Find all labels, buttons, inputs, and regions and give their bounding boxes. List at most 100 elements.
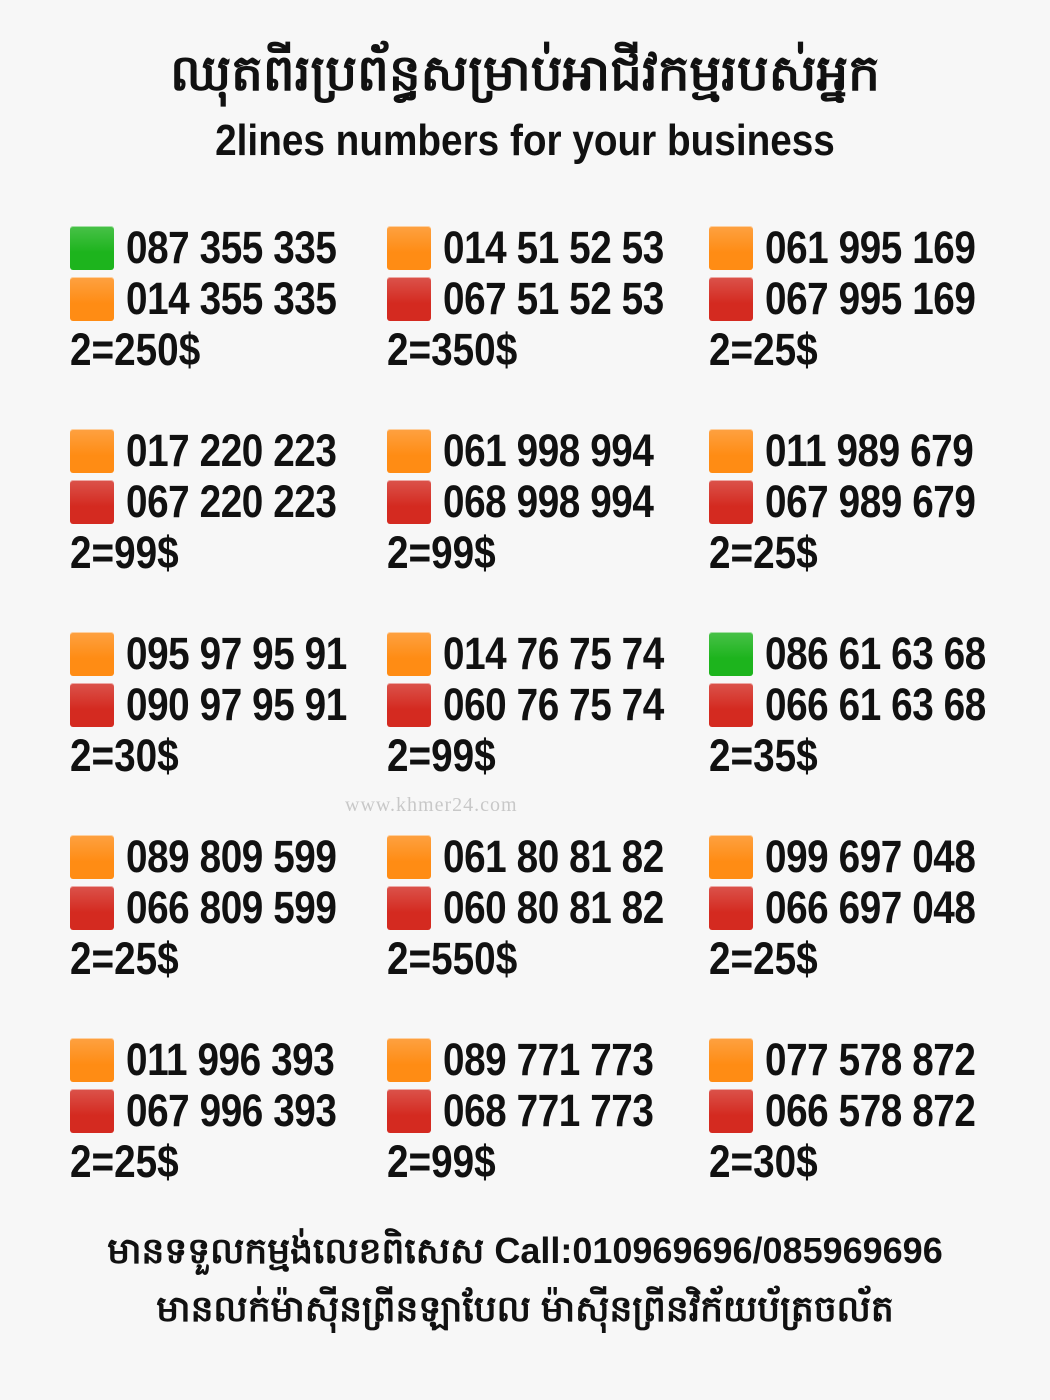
phone-number: 066 809 599 <box>126 882 337 933</box>
package-price: 2=99$ <box>387 527 496 578</box>
phone-number: 061 998 994 <box>443 425 654 476</box>
orange-square-icon <box>387 1037 431 1082</box>
phone-number: 061 80 81 82 <box>443 831 664 882</box>
number-package: 014 76 75 74 060 76 75 74 2=99$ <box>387 628 702 808</box>
phone-number: 014 51 52 53 <box>443 222 664 273</box>
footer-products: មានលក់ម៉ាស៊ីនព្រីនឡាបែល ម៉ាស៊ីនព្រីនវិក័… <box>156 1288 894 1329</box>
phone-line: 014 51 52 53 <box>387 222 702 273</box>
orange-square-icon <box>709 225 753 270</box>
package-price: 2=30$ <box>709 1136 818 1187</box>
number-package: 061 998 994 068 998 994 2=99$ <box>387 425 702 605</box>
orange-square-icon <box>70 428 114 473</box>
red-square-icon <box>387 682 431 727</box>
red-square-icon <box>70 1088 114 1133</box>
phone-line: 089 771 773 <box>387 1034 702 1085</box>
number-package: 014 51 52 53 067 51 52 53 2=350$ <box>387 222 702 402</box>
phone-line: 011 996 393 <box>70 1034 385 1085</box>
number-package: 099 697 048 066 697 048 2=25$ <box>709 831 1024 1011</box>
orange-square-icon <box>70 276 114 321</box>
package-price: 2=99$ <box>387 1136 496 1187</box>
package-price: 2=99$ <box>387 730 496 781</box>
title-english: 2lines numbers for your business <box>215 116 835 165</box>
orange-square-icon <box>387 428 431 473</box>
phone-number: 011 996 393 <box>126 1034 335 1085</box>
phone-line: 068 771 773 <box>387 1085 702 1136</box>
phone-number: 066 61 63 68 <box>765 679 986 730</box>
phone-line: 060 80 81 82 <box>387 882 702 933</box>
red-square-icon <box>387 1088 431 1133</box>
green-square-icon <box>709 631 753 676</box>
red-square-icon <box>70 885 114 930</box>
phone-line: 099 697 048 <box>709 831 1024 882</box>
phone-number: 067 220 223 <box>126 476 337 527</box>
number-package: 089 771 773 068 771 773 2=99$ <box>387 1034 702 1214</box>
phone-number: 068 998 994 <box>443 476 654 527</box>
phone-line: 067 220 223 <box>70 476 385 527</box>
red-square-icon <box>70 479 114 524</box>
orange-square-icon <box>709 1037 753 1082</box>
phone-number: 011 989 679 <box>765 425 974 476</box>
package-price: 2=350$ <box>387 324 518 375</box>
orange-square-icon <box>387 225 431 270</box>
phone-number: 095 97 95 91 <box>126 628 347 679</box>
number-package: 095 97 95 91 090 97 95 91 2=30$ <box>70 628 385 808</box>
red-square-icon <box>709 479 753 524</box>
phone-line: 017 220 223 <box>70 425 385 476</box>
phone-number: 014 355 335 <box>126 273 337 324</box>
phone-number: 017 220 223 <box>126 425 337 476</box>
phone-number: 089 771 773 <box>443 1034 654 1085</box>
package-price: 2=30$ <box>70 730 179 781</box>
phone-number: 067 996 393 <box>126 1085 337 1136</box>
phone-number: 089 809 599 <box>126 831 337 882</box>
orange-square-icon <box>70 834 114 879</box>
phone-line: 060 76 75 74 <box>387 679 702 730</box>
phone-line: 067 989 679 <box>709 476 1024 527</box>
phone-line: 066 809 599 <box>70 882 385 933</box>
phone-number: 014 76 75 74 <box>443 628 664 679</box>
package-price: 2=25$ <box>70 933 179 984</box>
red-square-icon <box>709 682 753 727</box>
phone-number: 086 61 63 68 <box>765 628 986 679</box>
phone-number: 066 578 872 <box>765 1085 976 1136</box>
green-square-icon <box>70 225 114 270</box>
red-square-icon <box>387 885 431 930</box>
phone-number: 067 995 169 <box>765 273 976 324</box>
orange-square-icon <box>387 631 431 676</box>
phone-number: 087 355 335 <box>126 222 337 273</box>
package-price: 2=35$ <box>709 730 818 781</box>
package-price: 2=99$ <box>70 527 179 578</box>
title-khmer: ឈុតពីរប្រព័ន្ធសម្រាប់អាជីវកម្មរបស់អ្នក <box>170 45 880 101</box>
package-price: 2=250$ <box>70 324 201 375</box>
footer-contact: មានទទួលកម្មង់លេខពិសេស Call:010969696/085… <box>107 1230 943 1271</box>
phone-line: 014 355 335 <box>70 273 385 324</box>
phone-number: 077 578 872 <box>765 1034 976 1085</box>
phone-line: 061 80 81 82 <box>387 831 702 882</box>
package-price: 2=25$ <box>709 933 818 984</box>
phone-number: 067 989 679 <box>765 476 976 527</box>
orange-square-icon <box>709 834 753 879</box>
phone-line: 095 97 95 91 <box>70 628 385 679</box>
package-price: 2=25$ <box>709 324 818 375</box>
orange-square-icon <box>387 834 431 879</box>
phone-line: 014 76 75 74 <box>387 628 702 679</box>
phone-line: 061 998 994 <box>387 425 702 476</box>
phone-number: 066 697 048 <box>765 882 976 933</box>
package-price: 2=25$ <box>709 527 818 578</box>
phone-line: 067 996 393 <box>70 1085 385 1136</box>
number-package: 086 61 63 68 066 61 63 68 2=35$ <box>709 628 1024 808</box>
phone-line: 090 97 95 91 <box>70 679 385 730</box>
phone-line: 086 61 63 68 <box>709 628 1024 679</box>
phone-line: 066 61 63 68 <box>709 679 1024 730</box>
phone-number: 068 771 773 <box>443 1085 654 1136</box>
number-package: 017 220 223 067 220 223 2=99$ <box>70 425 385 605</box>
number-package: 077 578 872 066 578 872 2=30$ <box>709 1034 1024 1214</box>
red-square-icon <box>709 885 753 930</box>
phone-number: 060 76 75 74 <box>443 679 664 730</box>
red-square-icon <box>709 1088 753 1133</box>
phone-line: 061 995 169 <box>709 222 1024 273</box>
number-package: 061 995 169 067 995 169 2=25$ <box>709 222 1024 402</box>
number-package: 089 809 599 066 809 599 2=25$ <box>70 831 385 1011</box>
phone-line: 066 578 872 <box>709 1085 1024 1136</box>
phone-line: 067 51 52 53 <box>387 273 702 324</box>
watermark: www.khmer24.com <box>345 794 518 816</box>
